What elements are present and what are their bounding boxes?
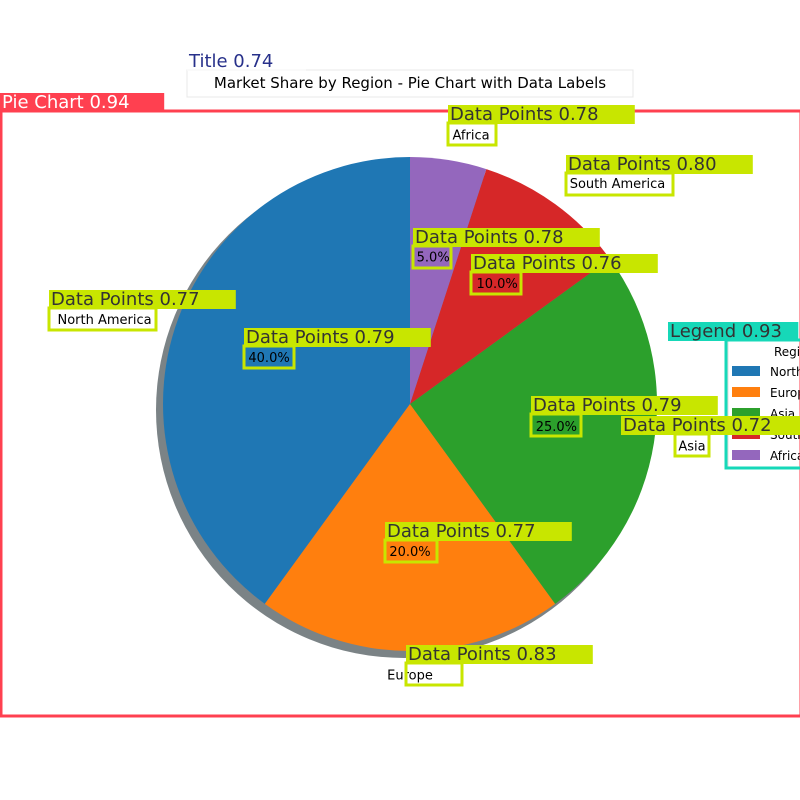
detection-label: Data Points 0.83	[408, 644, 557, 665]
detection-label: Data Points 0.77	[387, 521, 536, 542]
pie-category-label: Africa	[453, 129, 490, 144]
legend-swatch	[732, 387, 760, 397]
pie-category-label: South America	[570, 177, 666, 192]
detection-label-bg	[244, 328, 431, 347]
legend-entry: Europe	[770, 386, 800, 400]
legend-swatch	[732, 366, 760, 376]
detection-label: Data Points 0.72	[623, 415, 772, 436]
legend-entry: North America	[770, 365, 800, 379]
detection-label-bg	[471, 254, 658, 273]
detection-label-bg	[406, 645, 593, 664]
pie-percent-label: 5.0%	[417, 251, 450, 266]
chart-title-box	[186, 69, 634, 98]
pie-category-label: Europe	[387, 669, 433, 684]
detection-label-bg	[385, 522, 572, 541]
text-layer: Market Share by Region - Pie Chart with …	[57, 69, 706, 684]
detection-label: Data Points 0.76	[473, 253, 622, 274]
detection-label: Title 0.74	[188, 51, 273, 72]
pie-slice	[162, 157, 410, 604]
legend-title: Region	[774, 345, 800, 359]
detection-label-bg	[566, 155, 753, 174]
detection-label: Data Points 0.78	[450, 104, 599, 125]
pie-percent-label: 20.0%	[389, 545, 430, 560]
detection-label-bg	[413, 228, 600, 247]
pie-percent-label: 25.0%	[536, 420, 577, 435]
detection-label-bg	[0, 93, 165, 112]
detection-label-bg	[668, 322, 799, 341]
pie-slice	[410, 258, 658, 604]
chart-title: Market Share by Region - Pie Chart with …	[214, 74, 606, 92]
detection-label: Data Points 0.78	[415, 227, 564, 248]
pie-slice	[410, 169, 610, 404]
detection-label-bg	[187, 52, 306, 71]
detection-box	[0, 109, 800, 718]
pie-percent-label: 40.0%	[248, 351, 289, 366]
detection-label: Data Points 0.77	[51, 289, 200, 310]
detection-label: Data Points 0.79	[533, 395, 682, 416]
pie-category-label: North America	[57, 313, 151, 328]
detection-label: Data Points 0.79	[246, 327, 395, 348]
detection-label-bg	[531, 396, 718, 415]
detection-label-bg	[448, 105, 635, 124]
legend-entry: Africa	[770, 449, 800, 463]
legend-swatch	[732, 450, 760, 460]
pie-percent-label: 10.0%	[476, 277, 517, 292]
legend-swatch	[732, 408, 760, 418]
detection-label: Legend 0.93	[670, 321, 782, 342]
pie-layer	[156, 157, 658, 658]
detection-label: Data Points 0.80	[568, 154, 717, 175]
detection-label-bg	[49, 290, 236, 309]
pie-category-label: Asia	[678, 440, 705, 455]
detection-label: Pie Chart 0.94	[2, 92, 130, 113]
detection-label-bg	[621, 416, 800, 435]
detection-overlay: Title 0.74 Pie Chart 0.94 Legend 0.93 Data …	[0, 51, 800, 718]
